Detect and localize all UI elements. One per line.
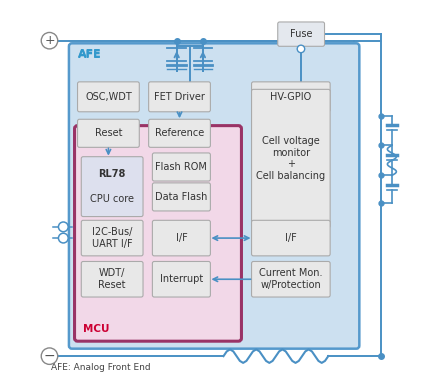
Text: FET Driver: FET Driver bbox=[154, 92, 205, 102]
Text: OSC,WDT: OSC,WDT bbox=[85, 92, 132, 102]
FancyBboxPatch shape bbox=[152, 153, 210, 181]
Text: Data Flash: Data Flash bbox=[155, 192, 207, 202]
FancyBboxPatch shape bbox=[251, 82, 330, 112]
Text: AFE: AFE bbox=[77, 49, 101, 59]
FancyBboxPatch shape bbox=[149, 82, 210, 112]
Circle shape bbox=[58, 233, 68, 243]
FancyBboxPatch shape bbox=[75, 126, 241, 341]
Text: MCU: MCU bbox=[83, 324, 110, 334]
Text: HV-GPIO: HV-GPIO bbox=[270, 92, 311, 102]
FancyBboxPatch shape bbox=[69, 43, 359, 349]
Circle shape bbox=[297, 45, 305, 53]
Circle shape bbox=[41, 348, 58, 365]
FancyBboxPatch shape bbox=[251, 262, 330, 297]
Text: Reference: Reference bbox=[155, 128, 204, 138]
FancyBboxPatch shape bbox=[152, 262, 210, 297]
Text: I2C-Bus/
UART I/F: I2C-Bus/ UART I/F bbox=[92, 227, 133, 249]
Text: Reset: Reset bbox=[95, 128, 122, 138]
Text: WDT/
Reset: WDT/ Reset bbox=[98, 268, 126, 290]
FancyBboxPatch shape bbox=[152, 220, 210, 256]
FancyBboxPatch shape bbox=[81, 262, 143, 297]
FancyBboxPatch shape bbox=[278, 22, 324, 46]
Text: I/F: I/F bbox=[285, 233, 297, 243]
Text: −: − bbox=[44, 349, 55, 363]
Text: +: + bbox=[44, 34, 55, 47]
Text: Cell voltage
monitor
+
Cell balancing: Cell voltage monitor + Cell balancing bbox=[256, 136, 325, 181]
FancyBboxPatch shape bbox=[152, 183, 210, 211]
FancyBboxPatch shape bbox=[149, 119, 210, 147]
Text: Fuse: Fuse bbox=[290, 29, 312, 39]
Text: AFE: AFE bbox=[77, 50, 101, 60]
Text: I/F: I/F bbox=[175, 233, 187, 243]
Text: Flash ROM: Flash ROM bbox=[156, 162, 207, 172]
FancyBboxPatch shape bbox=[251, 220, 330, 256]
Text: Interrupt: Interrupt bbox=[160, 274, 203, 284]
Circle shape bbox=[58, 222, 68, 232]
Text: Current Mon.
w/Protection: Current Mon. w/Protection bbox=[259, 268, 323, 290]
FancyBboxPatch shape bbox=[77, 119, 139, 147]
FancyBboxPatch shape bbox=[81, 157, 143, 216]
Text: RL78: RL78 bbox=[98, 169, 126, 179]
FancyBboxPatch shape bbox=[251, 89, 330, 228]
Text: CPU core: CPU core bbox=[90, 194, 134, 204]
Text: AFE: Analog Front End: AFE: Analog Front End bbox=[51, 363, 151, 372]
FancyBboxPatch shape bbox=[81, 220, 143, 256]
Circle shape bbox=[41, 32, 58, 49]
FancyBboxPatch shape bbox=[77, 82, 139, 112]
